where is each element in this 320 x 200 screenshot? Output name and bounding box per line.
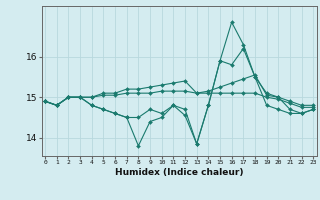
X-axis label: Humidex (Indice chaleur): Humidex (Indice chaleur) bbox=[115, 168, 244, 177]
